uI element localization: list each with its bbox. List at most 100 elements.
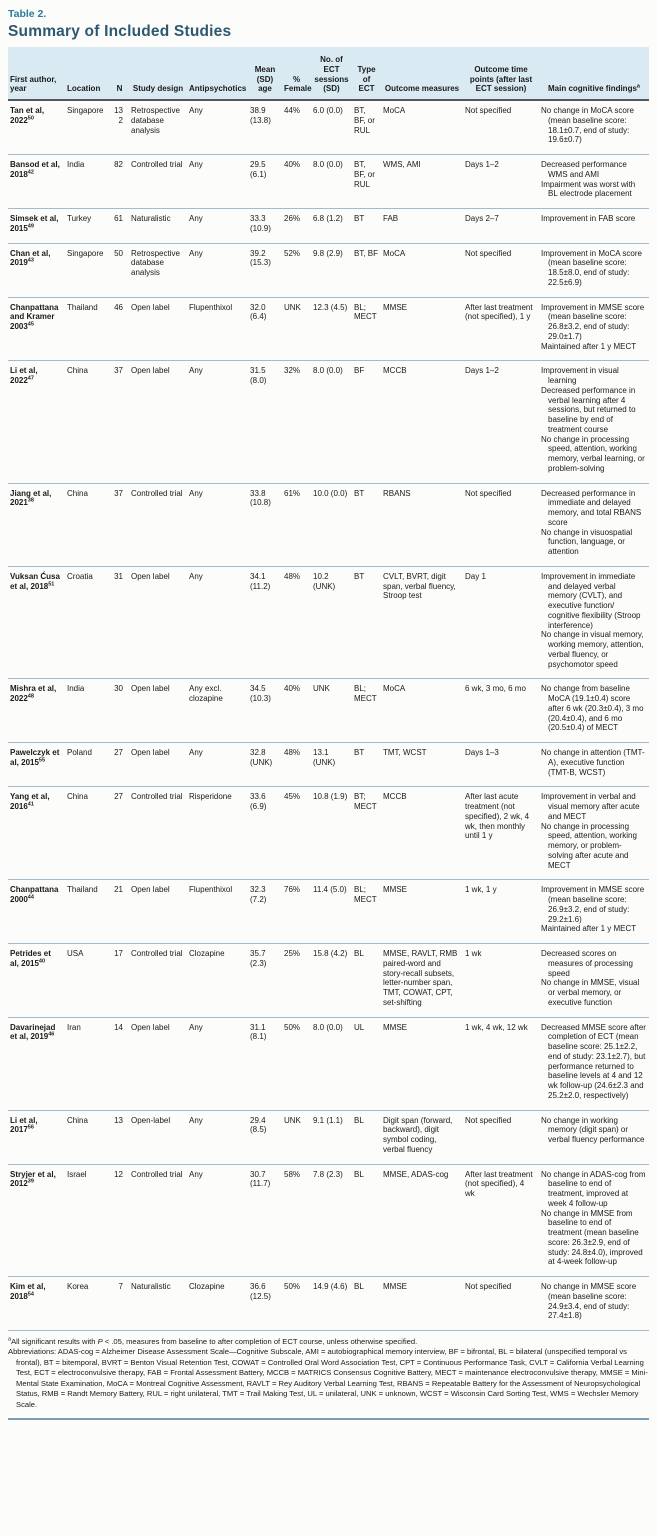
finding-item: No change in working memory (digit span)… bbox=[541, 1115, 645, 1145]
cell-findings: Improvement in verbal and visual memory … bbox=[539, 786, 649, 881]
col-header-main-findings: Main cognitive findingsa bbox=[539, 47, 649, 101]
cell-study-design: Open label bbox=[129, 1017, 187, 1111]
cell-time-points: After last treatment (not specified), 1 … bbox=[463, 297, 539, 362]
findings-footnote-marker: a bbox=[636, 83, 640, 90]
cell-n: 12 bbox=[110, 1164, 129, 1277]
col-header-ect-sessions: No. of ECT sessions (SD) bbox=[311, 47, 352, 101]
cell-antipsychotics: Any bbox=[187, 100, 248, 155]
cell-findings: No change in working memory (digit span)… bbox=[539, 1110, 649, 1165]
cell-location: Turkey bbox=[65, 208, 110, 244]
cell-antipsychotics: Risperidone bbox=[187, 786, 248, 881]
cell-outcome-measures: MoCA bbox=[381, 678, 463, 743]
col-header-mean-age: Mean (SD) age bbox=[248, 47, 282, 101]
cell-study-design: Retrospective database analysis bbox=[129, 243, 187, 298]
finding-item: No change in attention (TMT-A), executiv… bbox=[541, 748, 645, 777]
cell-mean-age: 39.2 (15.3) bbox=[248, 243, 282, 298]
cell-ect-sessions: 6.8 (1.2) bbox=[311, 208, 352, 244]
cell-percent-female: UNK bbox=[282, 1110, 311, 1165]
cell-mean-age: 31.5 (8.0) bbox=[248, 360, 282, 484]
cell-location: India bbox=[65, 154, 110, 209]
cell-n: 13 bbox=[110, 1110, 129, 1165]
finding-item: No change in MMSE, visual or verbal memo… bbox=[541, 978, 640, 1007]
cell-n: 17 bbox=[110, 943, 129, 1018]
cell-outcome-measures: MMSE, ADAS-cog bbox=[381, 1164, 463, 1277]
cell-findings: No change from baseline MoCA (19.1±0.4) … bbox=[539, 678, 649, 743]
table-footnotes: aAll significant results with P < .05, m… bbox=[8, 1337, 649, 1421]
cell-location: Iran bbox=[65, 1017, 110, 1111]
cell-study-design: Open label bbox=[129, 297, 187, 362]
abbreviations-footnote: Abbreviations: ADAS-cog = Alzheimer Dise… bbox=[8, 1347, 648, 1409]
cell-ect-type: BT bbox=[352, 742, 381, 788]
cell-ect-sessions: UNK bbox=[311, 678, 352, 743]
cell-outcome-measures: MCCB bbox=[381, 786, 463, 881]
page-title: Summary of Included Studies bbox=[8, 23, 232, 40]
cell-study-design: Open-label bbox=[129, 1110, 187, 1165]
cell-study-design: Open label bbox=[129, 879, 187, 944]
cell-outcome-measures: MMSE, RAVLT, RMB paired-word and story-r… bbox=[381, 943, 463, 1018]
cell-findings: No change in MMSE score (mean baseline s… bbox=[539, 1276, 649, 1331]
cell-percent-female: 40% bbox=[282, 154, 311, 209]
cell-ect-sessions: 7.8 (2.3) bbox=[311, 1164, 352, 1277]
cell-percent-female: 50% bbox=[282, 1276, 311, 1331]
table-row: Li et al, 202247 China 37 Open label Any… bbox=[8, 360, 649, 484]
cell-location: Thailand bbox=[65, 297, 110, 362]
cell-ect-type: BL bbox=[352, 1276, 381, 1331]
cell-n: 50 bbox=[110, 243, 129, 298]
cell-antipsychotics: Any bbox=[187, 360, 248, 484]
cell-first-author: Stryjer et al, 201239 bbox=[8, 1164, 65, 1277]
finding-item: No change in ADAS-cog from baseline to e… bbox=[541, 1169, 646, 1208]
cell-n: 14 bbox=[110, 1017, 129, 1111]
table-row: Li et al, 201756 China 13 Open-label Any… bbox=[8, 1110, 649, 1165]
cell-time-points: After last treatment (not specified), 4 … bbox=[463, 1164, 539, 1277]
cell-ect-sessions: 9.1 (1.1) bbox=[311, 1110, 352, 1165]
cell-first-author: Pawelczyk et al, 201555 bbox=[8, 742, 65, 788]
cell-ect-sessions: 10.0 (0.0) bbox=[311, 483, 352, 567]
cell-mean-age: 33.3 (10.9) bbox=[248, 208, 282, 244]
cell-ect-type: BL; MECT bbox=[352, 297, 381, 362]
finding-item: Impairment was worst with BL electrode p… bbox=[541, 179, 636, 199]
cell-percent-female: 58% bbox=[282, 1164, 311, 1277]
col-header-antipsychotics: Antipsychotics bbox=[187, 47, 248, 101]
cell-antipsychotics: Flupenthixol bbox=[187, 879, 248, 944]
cell-first-author: Jiang et al, 202138 bbox=[8, 483, 65, 567]
cell-study-design: Open label bbox=[129, 742, 187, 788]
cell-outcome-measures: MoCA bbox=[381, 100, 463, 155]
cell-outcome-measures: MCCB bbox=[381, 360, 463, 484]
cell-findings: Improvement in MMSE score (mean baseline… bbox=[539, 879, 649, 944]
cell-first-author: Mishra et al, 202248 bbox=[8, 678, 65, 743]
cell-ect-type: BT bbox=[352, 483, 381, 567]
cell-findings: Improvement in immediate and delayed ver… bbox=[539, 566, 649, 680]
cell-study-design: Controlled trial bbox=[129, 943, 187, 1018]
cell-ect-sessions: 14.9 (4.6) bbox=[311, 1276, 352, 1331]
cell-findings: Decreased performance WMS and AMI Impairm… bbox=[539, 154, 649, 209]
cell-percent-female: UNK bbox=[282, 297, 311, 362]
cell-ect-type: BT; MECT bbox=[352, 786, 381, 881]
finding-item: No change in MoCA score (mean baseline s… bbox=[541, 106, 634, 145]
cell-antipsychotics: Any bbox=[187, 154, 248, 209]
finding-item: No change in visual memory, working memo… bbox=[541, 630, 644, 669]
cell-study-design: Naturalistic bbox=[129, 1276, 187, 1331]
table-row: Chan et al, 201943 Singapore 50 Retrospe… bbox=[8, 243, 649, 298]
cell-time-points: 1 wk bbox=[463, 943, 539, 1018]
cell-time-points: Days 1–3 bbox=[463, 742, 539, 788]
cell-first-author: Petrides et al, 201540 bbox=[8, 943, 65, 1018]
table-row: Petrides et al, 201540 USA 17 Controlled… bbox=[8, 943, 649, 1018]
cell-percent-female: 48% bbox=[282, 742, 311, 788]
cell-n: 132 bbox=[110, 100, 129, 155]
cell-ect-type: BT, BF, or RUL bbox=[352, 100, 381, 155]
cell-findings: No change in attention (TMT-A), executiv… bbox=[539, 742, 649, 788]
cell-time-points: After last acute treatment (not specifie… bbox=[463, 786, 539, 881]
cell-n: 30 bbox=[110, 678, 129, 743]
table-row: Mishra et al, 202248 India 30 Open label… bbox=[8, 678, 649, 743]
cell-percent-female: 40% bbox=[282, 678, 311, 743]
cell-study-design: Controlled trial bbox=[129, 483, 187, 567]
cell-outcome-measures: FAB bbox=[381, 208, 463, 244]
cell-percent-female: 50% bbox=[282, 1017, 311, 1111]
cell-mean-age: 33.6 (6.9) bbox=[248, 786, 282, 881]
cell-location: China bbox=[65, 1110, 110, 1165]
table-row: Yang et al, 201641 China 27 Controlled t… bbox=[8, 786, 649, 881]
table-number-label: Table 2. bbox=[8, 8, 47, 20]
cell-ect-sessions: 13.1 (UNK) bbox=[311, 742, 352, 788]
cell-outcome-measures: MMSE bbox=[381, 297, 463, 362]
cell-mean-age: 29.4 (8.5) bbox=[248, 1110, 282, 1165]
